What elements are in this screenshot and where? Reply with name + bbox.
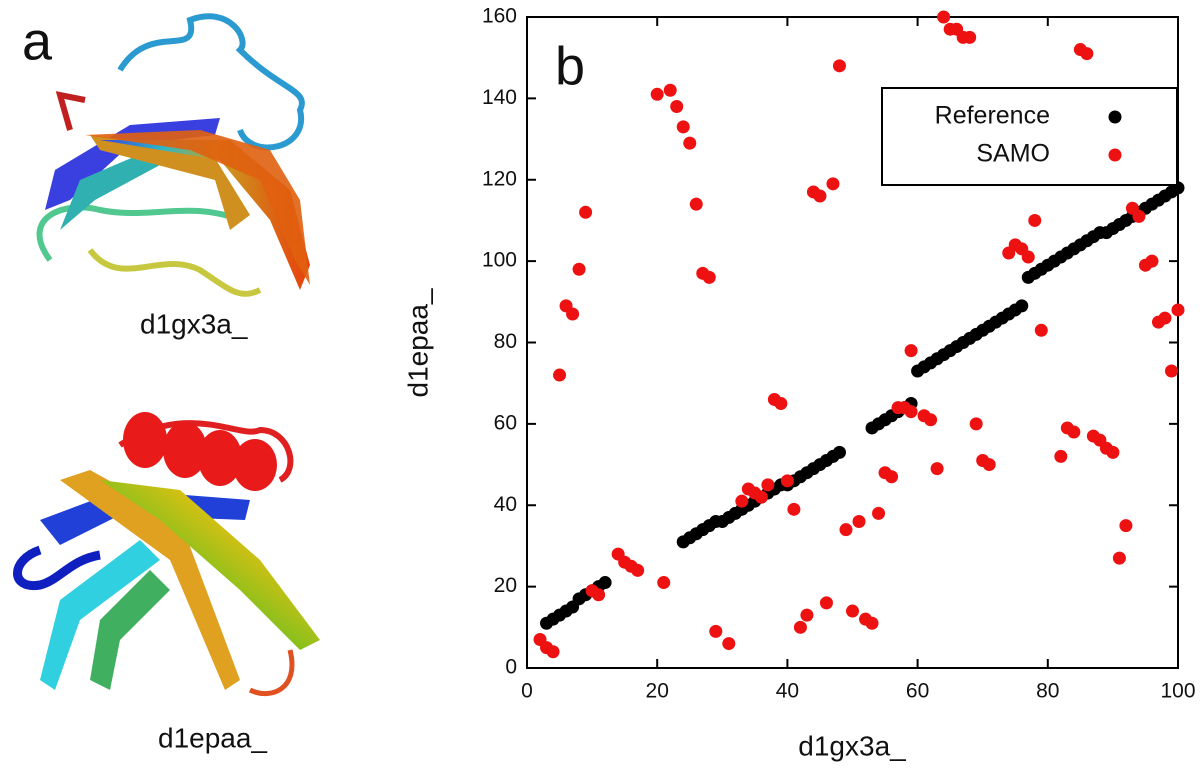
point	[1119, 519, 1133, 533]
point	[1171, 303, 1185, 317]
point	[1132, 209, 1146, 223]
legend-label: SAMO	[976, 140, 1050, 168]
point	[865, 616, 879, 630]
point	[657, 576, 671, 590]
x-tick-label: 100	[1160, 680, 1195, 703]
point	[982, 458, 996, 472]
y-tick-label: 80	[494, 330, 517, 353]
point	[553, 368, 567, 382]
point	[937, 10, 951, 24]
point	[1034, 323, 1048, 337]
legend-marker	[1108, 148, 1122, 162]
y-tick-label: 60	[494, 411, 517, 434]
point	[592, 588, 606, 602]
point	[1021, 250, 1035, 264]
point	[872, 506, 886, 520]
x-tick-label: 60	[906, 680, 929, 703]
point	[663, 83, 677, 97]
panel-label: b	[555, 36, 585, 96]
y-axis-title: d1epaa_	[402, 288, 433, 397]
point	[598, 576, 612, 590]
point	[819, 596, 833, 610]
y-tick-label: 160	[482, 5, 517, 28]
point	[813, 189, 827, 203]
point	[702, 270, 716, 284]
point	[1106, 445, 1120, 459]
y-tick-label: 20	[494, 574, 517, 597]
structure-2	[13, 412, 320, 697]
point	[846, 604, 859, 618]
x-tick-label: 20	[646, 680, 669, 703]
point	[579, 205, 593, 219]
point	[735, 494, 749, 508]
y-tick-label: 120	[482, 167, 517, 190]
y-tick-label: 140	[482, 86, 517, 109]
point	[1080, 47, 1094, 61]
legend-box	[881, 87, 1178, 186]
point	[1015, 299, 1029, 313]
structure-1	[36, 13, 310, 297]
point	[670, 100, 684, 114]
x-axis-title: d1gx3a_	[798, 730, 906, 761]
point	[1145, 254, 1159, 268]
point	[963, 30, 977, 44]
point	[852, 515, 866, 529]
x-tick-label: 0	[521, 680, 533, 703]
x-tick-label: 80	[1036, 680, 1059, 703]
y-tick-label: 100	[482, 249, 517, 272]
point	[631, 563, 645, 577]
point	[650, 87, 664, 101]
point	[1028, 213, 1042, 227]
point	[722, 637, 736, 651]
point	[774, 397, 788, 411]
point	[1158, 311, 1172, 325]
point	[566, 307, 580, 321]
structure-label: d1gx3a_	[140, 308, 248, 339]
point	[800, 608, 814, 622]
point	[969, 417, 983, 431]
point	[904, 405, 918, 419]
point	[1054, 449, 1068, 463]
structure-label: d1epaa_	[158, 722, 267, 753]
legend-marker	[1108, 110, 1122, 124]
point	[832, 59, 846, 73]
point	[1112, 551, 1126, 565]
y-tick-label: 40	[494, 493, 517, 516]
point	[754, 490, 768, 504]
point	[930, 462, 944, 476]
point	[832, 445, 846, 459]
point	[572, 262, 586, 276]
point	[683, 136, 697, 150]
point	[546, 645, 560, 659]
point	[709, 624, 723, 638]
point	[787, 502, 801, 516]
panel-label: a	[22, 11, 53, 71]
point	[689, 197, 703, 211]
x-tick-label: 40	[776, 680, 799, 703]
point	[780, 474, 794, 488]
point	[793, 620, 807, 634]
point	[1164, 364, 1178, 378]
point	[826, 177, 840, 191]
point	[885, 470, 899, 484]
y-tick-label: 0	[505, 656, 517, 679]
point	[839, 523, 853, 537]
point	[904, 344, 918, 358]
point	[924, 413, 938, 427]
point	[1067, 425, 1081, 439]
legend-label: Reference	[935, 102, 1050, 130]
point	[761, 478, 775, 492]
point	[676, 120, 690, 134]
